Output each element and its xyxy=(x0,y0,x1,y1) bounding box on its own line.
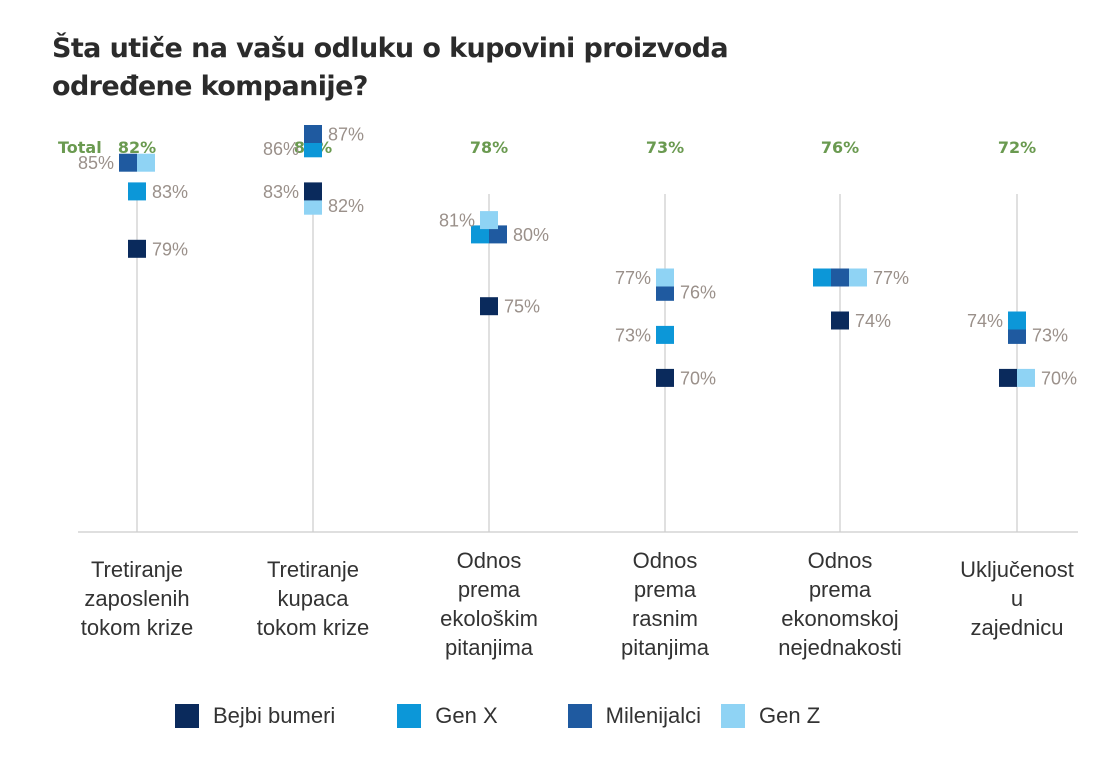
value-label-3-1: 81% xyxy=(439,211,475,231)
chart-title-line-2: određene kompanije? xyxy=(52,71,368,102)
value-label-4-2: 76% xyxy=(680,282,716,302)
marker-bejbi-bumeri-6 xyxy=(999,368,1017,387)
total-value-5: 76% xyxy=(821,138,859,157)
value-label-1-3: 79% xyxy=(152,239,188,259)
chart-legend: Bejbi bumeri Gen X Milenijalci Gen Z xyxy=(175,703,820,729)
value-label-3-2: 80% xyxy=(513,225,549,245)
marker-gen-x-6 xyxy=(1008,311,1026,330)
category-label-4-line-4: pitanjima xyxy=(621,635,710,660)
total-value-6: 72% xyxy=(998,138,1036,157)
category-label-1-line-1: Tretiranje xyxy=(91,557,183,582)
category-label-4-line-1: Odnos xyxy=(633,548,698,573)
category-label-2-line-2: kupaca xyxy=(278,586,350,611)
total-value-3: 78% xyxy=(470,138,508,157)
marker-bejbi-bumeri-2 xyxy=(304,182,322,201)
marker-milenijalci-3 xyxy=(489,225,507,244)
marker-bejbi-bumeri-3 xyxy=(480,297,498,316)
legend-label-gen-x: Gen X xyxy=(435,703,498,728)
marker-milenijalci-2 xyxy=(304,125,322,143)
total-value-1: 82% xyxy=(118,138,156,157)
marker-gen-x-4 xyxy=(656,325,674,344)
legend-label-bejbi-bumeri: Bejbi bumeri xyxy=(213,703,336,728)
marker-bejbi-bumeri-4 xyxy=(656,368,674,387)
category-label-3-line-3: ekološkim xyxy=(440,606,538,631)
marker-gen-z-4 xyxy=(656,268,674,287)
marker-gen-z-1 xyxy=(137,153,155,172)
category-label-4-line-2: prema xyxy=(634,577,697,602)
category-label-3-line-4: pitanjima xyxy=(445,635,534,660)
value-label-2-4: 82% xyxy=(328,196,364,216)
category-label-6-line-2: u xyxy=(1011,586,1023,611)
legend-label-gen-z: Gen Z xyxy=(759,703,821,728)
value-label-5-2: 74% xyxy=(855,311,891,331)
category-label-5-line-2: prema xyxy=(809,577,872,602)
legend-swatch-gen-z xyxy=(721,704,746,728)
value-label-4-3: 73% xyxy=(615,325,651,345)
category-label-4-line-3: rasnim xyxy=(632,606,698,631)
marker-gen-z-6 xyxy=(1017,368,1035,387)
value-label-6-1: 74% xyxy=(967,311,1003,331)
category-label-1-line-3: tokom krize xyxy=(81,615,193,640)
value-label-6-3: 70% xyxy=(1041,368,1077,388)
marker-gen-z-5 xyxy=(849,268,867,287)
category-label-3-line-1: Odnos xyxy=(457,548,522,573)
value-label-1-1: 85% xyxy=(78,153,114,173)
category-label-5-line-3: ekonomskoj xyxy=(781,606,898,631)
value-label-6-2: 73% xyxy=(1032,325,1068,345)
category-label-2-line-1: Tretiranje xyxy=(267,557,359,582)
value-label-2-1: 87% xyxy=(328,124,364,144)
value-label-4-4: 70% xyxy=(680,368,716,388)
marker-milenijalci-6 xyxy=(1008,325,1026,344)
value-label-2-3: 83% xyxy=(263,182,299,202)
legend-item-gen-z: Gen Z xyxy=(721,703,820,729)
value-label-1-2: 83% xyxy=(152,182,188,202)
value-label-2-2: 86% xyxy=(263,139,299,159)
chart-title-line-1: Šta utiče na vašu odluku o kupovini proi… xyxy=(52,33,729,64)
category-label-5-line-1: Odnos xyxy=(808,548,873,573)
category-label-5-line-4: nejednakosti xyxy=(778,635,902,660)
marker-gen-x-3 xyxy=(471,225,489,244)
value-label-4-1: 77% xyxy=(615,268,651,288)
legend-item-milenijalci: Milenijalci xyxy=(567,703,702,729)
marker-milenijalci-1 xyxy=(119,153,137,172)
value-label-5-1: 77% xyxy=(873,268,909,288)
chart-title: Šta utiče na vašu odluku o kupovini proi… xyxy=(52,30,812,106)
marker-milenijalci-4 xyxy=(656,282,674,301)
category-label-6-line-3: zajednicu xyxy=(971,615,1064,640)
marker-gen-x-1 xyxy=(128,182,146,201)
total-value-4: 73% xyxy=(646,138,684,157)
category-label-1-line-2: zaposlenih xyxy=(84,586,189,611)
category-label-6-line-1: Uključenost xyxy=(960,557,1074,582)
legend-item-gen-x: Gen X xyxy=(397,703,498,729)
marker-gen-z-2 xyxy=(304,196,322,215)
marker-bejbi-bumeri-5 xyxy=(831,311,849,330)
marker-gen-x-2 xyxy=(304,139,322,158)
legend-swatch-gen-x xyxy=(397,704,422,728)
category-label-3-line-2: prema xyxy=(458,577,521,602)
legend-item-bejbi-bumeri: Bejbi bumeri xyxy=(175,703,335,729)
marker-gen-x-5 xyxy=(813,268,831,287)
marker-bejbi-bumeri-1 xyxy=(128,239,146,258)
total-prefix-label: Total xyxy=(58,138,102,157)
category-label-2-line-3: tokom krize xyxy=(257,615,369,640)
value-label-3-3: 75% xyxy=(504,297,540,317)
legend-swatch-milenijalci xyxy=(567,704,592,728)
marker-gen-z-3 xyxy=(480,211,498,230)
marker-milenijalci-5 xyxy=(831,268,849,287)
legend-swatch-bejbi-bumeri xyxy=(175,704,199,728)
legend-label-milenijalci: Milenijalci xyxy=(605,703,702,728)
